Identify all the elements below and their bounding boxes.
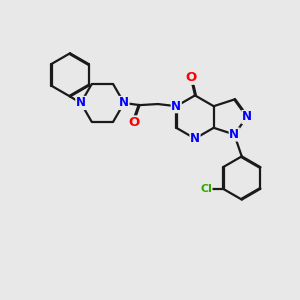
Text: N: N bbox=[76, 97, 86, 110]
Text: N: N bbox=[171, 100, 181, 113]
Text: O: O bbox=[186, 71, 197, 84]
Text: N: N bbox=[190, 132, 200, 145]
Text: Cl: Cl bbox=[200, 184, 212, 194]
Text: N: N bbox=[242, 110, 252, 124]
Text: O: O bbox=[128, 116, 140, 129]
Text: N: N bbox=[229, 128, 239, 141]
Text: N: N bbox=[119, 97, 129, 110]
